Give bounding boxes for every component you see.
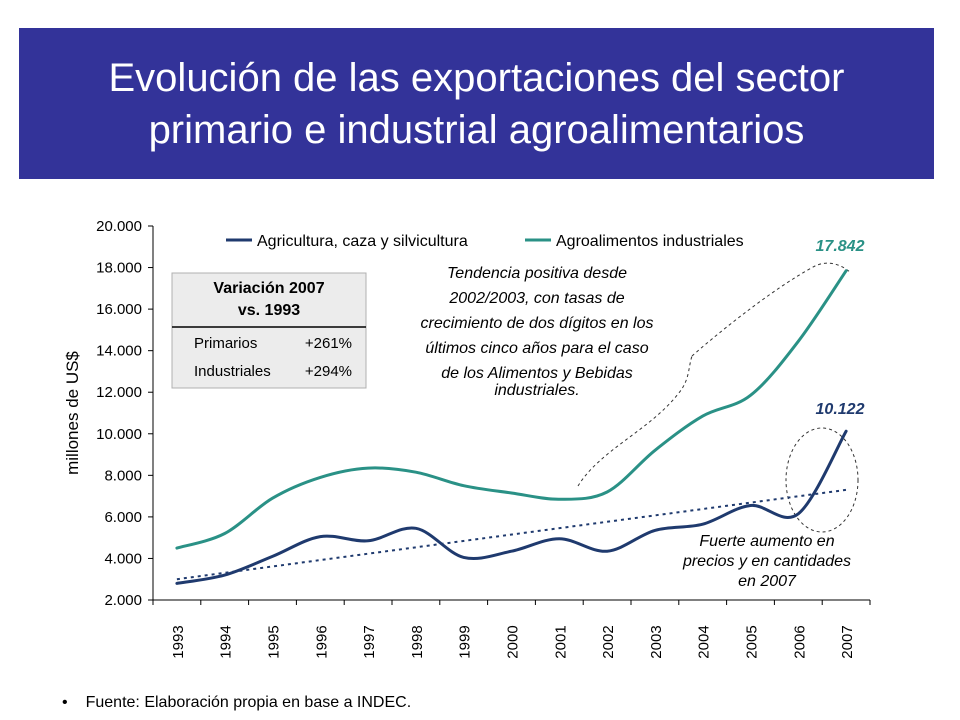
x-tick-label: 1994 bbox=[218, 625, 235, 658]
trend-annotation-line-1: Tendencia positiva desde bbox=[447, 265, 627, 282]
variation-row-value-primarios: +261% bbox=[305, 335, 352, 352]
increase-highlight-ellipse bbox=[785, 427, 859, 533]
y-tick-label: 8.000 bbox=[104, 467, 142, 484]
x-tick-label: 1997 bbox=[361, 625, 378, 658]
title-band: Evolución de las exportaciones del secto… bbox=[19, 28, 934, 179]
increase-annotation-line-1: Fuerte aumento en bbox=[699, 533, 834, 550]
x-tick-label: 2007 bbox=[839, 625, 856, 658]
x-tick-label: 2000 bbox=[505, 625, 522, 658]
source-note: • Fuente: Elaboración propia en base a IN… bbox=[62, 694, 411, 712]
y-tick-label: 2.000 bbox=[104, 592, 142, 609]
x-tick-label: 1996 bbox=[313, 625, 330, 658]
trend-bracket bbox=[577, 262, 851, 487]
variation-row-label-primarios: Primarios bbox=[194, 335, 257, 352]
x-tick-label: 1993 bbox=[170, 625, 187, 658]
variation-table-box bbox=[171, 272, 367, 389]
title-line-1: Evolución de las exportaciones del secto… bbox=[108, 55, 845, 100]
trend-annotation-line-5: de los Alimentos y Bebidas bbox=[441, 365, 633, 382]
end-label-agro: 17.842 bbox=[816, 238, 865, 255]
legend-label-agri: Agricultura, caza y silvicultura bbox=[257, 233, 468, 250]
y-tick-label: 20.000 bbox=[96, 218, 142, 235]
y-axis-ticks: 2.000 4.000 6.000 8.000 10.000 12.000 14.000 16… bbox=[96, 218, 153, 609]
legend-label-agro: Agroalimentos industriales bbox=[556, 233, 744, 250]
x-tick-label: 2004 bbox=[696, 625, 713, 658]
y-tick-label: 14.000 bbox=[96, 343, 142, 360]
end-label-agri: 10.122 bbox=[816, 401, 865, 418]
x-tick-label: 1998 bbox=[409, 625, 426, 658]
series-line-agricultura bbox=[175, 429, 848, 585]
x-tick-label: 1999 bbox=[457, 625, 474, 658]
y-tick-label: 10.000 bbox=[96, 426, 142, 443]
source-bullet: • bbox=[62, 694, 68, 711]
chart-legend: Agricultura, caza y silvicultura Agroali… bbox=[226, 233, 744, 250]
y-tick-label: 6.000 bbox=[104, 509, 142, 526]
y-tick-label: 4.000 bbox=[104, 550, 142, 567]
page-title: Evolución de las exportaciones del secto… bbox=[109, 52, 845, 156]
increase-annotation-line-3: en 2007 bbox=[738, 573, 797, 590]
trend-annotation-line-2: 2002/2003, con tasas de bbox=[448, 290, 624, 307]
x-tick-label: 2005 bbox=[744, 625, 761, 658]
x-tick-label: 2006 bbox=[791, 625, 808, 658]
variation-row-label-industriales: Industriales bbox=[194, 363, 271, 380]
exports-line-chart: 2.000 4.000 6.000 8.000 10.000 12.000 14.000 16… bbox=[63, 218, 871, 659]
trend-annotation-line-4: últimos cinco años para el caso bbox=[425, 340, 648, 357]
trend-annotation-line-3: crecimiento de dos dígitos en los bbox=[420, 315, 653, 332]
x-tick-label: 2003 bbox=[648, 625, 665, 658]
trendline-group bbox=[176, 488, 847, 581]
increase-annotation: Fuerte aumento en precios y en cantidade… bbox=[682, 427, 859, 590]
chart-axes bbox=[152, 226, 870, 601]
y-tick-label: 12.000 bbox=[96, 384, 142, 401]
series-group bbox=[175, 269, 848, 585]
source-text: Fuente: Elaboración propia en base a IND… bbox=[85, 694, 412, 711]
trendline bbox=[176, 488, 847, 581]
variation-row-value-industriales: +294% bbox=[305, 363, 352, 380]
y-tick-label: 18.000 bbox=[96, 260, 142, 277]
x-tick-label: 1995 bbox=[266, 625, 283, 658]
x-axis-ticks: 1993 1994 1995 1996 1997 1998 1999 2000 2001 2002… bbox=[152, 600, 871, 659]
variation-table-title-1: Variación 2007 bbox=[213, 280, 324, 297]
increase-annotation-line-2: precios y en cantidades bbox=[682, 553, 851, 570]
y-axis-label: millones de US$ bbox=[63, 351, 82, 475]
series-line-agroalimentos bbox=[175, 269, 848, 550]
trend-annotation-line-6: industriales. bbox=[494, 382, 579, 399]
title-line-2: primario e industrial agroalimentarios bbox=[148, 107, 805, 152]
x-tick-label: 2002 bbox=[600, 625, 617, 658]
variation-table: Variación 2007 vs. 1993 Primarios +261% … bbox=[171, 272, 367, 389]
variation-table-title-2: vs. 1993 bbox=[238, 302, 300, 319]
y-tick-label: 16.000 bbox=[96, 301, 142, 318]
x-tick-label: 2001 bbox=[552, 625, 569, 658]
trend-annotation: Tendencia positiva desde 2002/2003, con … bbox=[420, 262, 851, 487]
